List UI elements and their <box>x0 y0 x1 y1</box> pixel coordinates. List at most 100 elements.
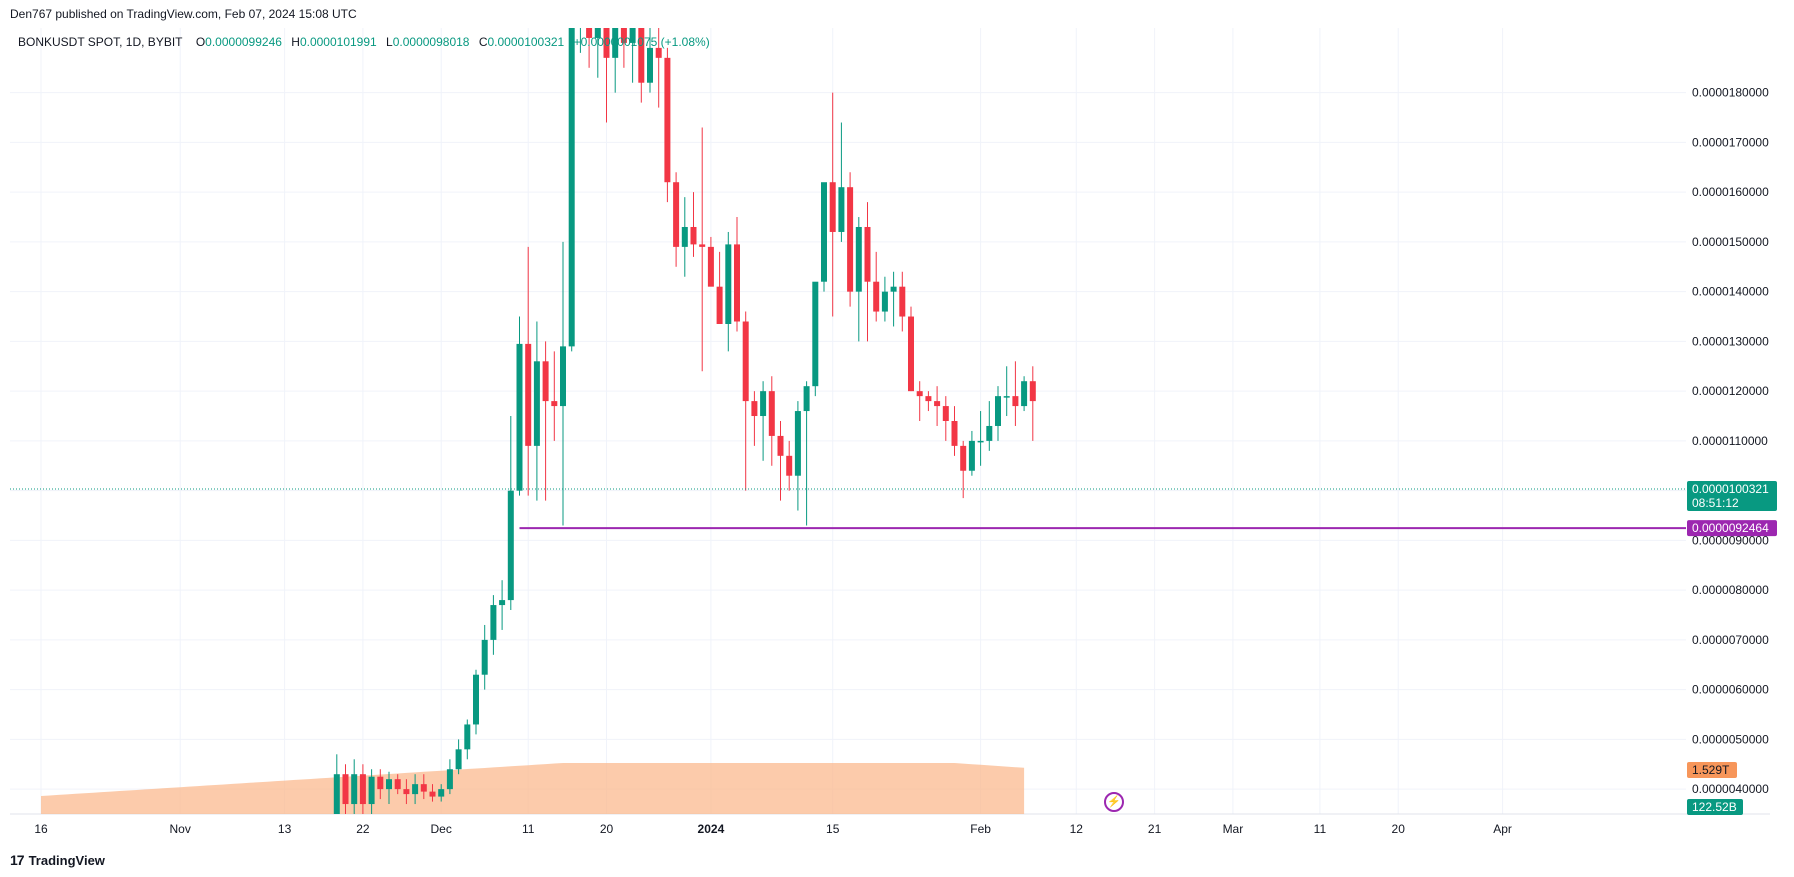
candle-body <box>377 776 384 790</box>
candle-body <box>716 286 723 324</box>
candle-up <box>481 624 488 690</box>
volume-pane <box>41 763 1025 814</box>
candle-down <box>699 127 706 372</box>
candle-up <box>794 401 801 511</box>
candle-body <box>829 182 836 232</box>
candle-body <box>707 246 714 287</box>
candle-down <box>655 28 662 108</box>
y-tick-label: 0.0000150000 <box>1692 235 1769 249</box>
candle-body <box>968 440 975 471</box>
candle-down <box>768 376 775 466</box>
candle-down <box>1029 366 1036 441</box>
candle-body <box>899 286 906 317</box>
candle-body <box>690 226 697 245</box>
candle-down <box>342 764 349 814</box>
candle-body <box>560 346 566 407</box>
level-price-tag: 0.0000092464 <box>1687 520 1777 537</box>
volume-ma-area <box>41 763 1025 814</box>
countdown-value: 08:51:12 <box>1692 496 1739 510</box>
candle-body <box>403 789 410 795</box>
candle-down <box>420 774 427 800</box>
candle-body <box>664 57 671 183</box>
candle-up <box>760 381 767 461</box>
tradingview-logo-icon: 17 <box>10 852 25 868</box>
candle-down <box>786 440 793 491</box>
candle-body <box>577 13 583 28</box>
candle-body <box>768 391 775 436</box>
open-label: O <box>195 35 206 49</box>
candle-body <box>542 361 549 402</box>
candle-body <box>951 421 958 446</box>
candle-up <box>977 411 984 466</box>
candle-down <box>864 202 871 342</box>
candle-body <box>629 28 636 43</box>
candle-body <box>786 455 793 476</box>
flash-icon[interactable]: ⚡ <box>1104 792 1124 812</box>
x-tick-label: Dec <box>431 822 452 836</box>
candle-down <box>916 381 923 421</box>
candle-body <box>742 321 749 402</box>
candle-up <box>986 401 993 451</box>
symbol-legend: BONKUSDT SPOT, 1D, BYBIT O0.0000099246 H… <box>18 35 710 49</box>
tradingview-logo[interactable]: 17 TradingView <box>10 852 105 868</box>
close-label: C <box>478 35 488 49</box>
candle-body <box>821 182 827 282</box>
candle-up <box>725 231 732 352</box>
candle-up <box>455 739 462 775</box>
candle-body <box>934 401 941 407</box>
y-tick-label: 0.0000070000 <box>1692 633 1769 647</box>
candle-body <box>986 425 993 441</box>
low-label: L <box>386 35 393 49</box>
symbol-label: BONKUSDT SPOT, 1D, BYBIT <box>18 35 183 49</box>
candle-body <box>603 28 610 58</box>
candle-body <box>333 774 340 814</box>
candle-down <box>829 92 836 317</box>
candle-body <box>438 789 445 797</box>
candle-body <box>655 47 662 58</box>
x-tick-label: 15 <box>826 822 840 836</box>
candle-up <box>560 241 566 526</box>
candle-up <box>647 28 653 93</box>
candle-body <box>977 440 984 443</box>
candle-body <box>812 281 819 387</box>
candle-body <box>995 396 1001 426</box>
candle-body <box>864 226 871 282</box>
candle-body <box>586 28 593 38</box>
candle-body <box>429 791 436 797</box>
published-by-text: Den767 published on TradingView.com, Feb… <box>10 7 357 21</box>
y-tick-label: 0.0000090000 <box>1692 533 1769 547</box>
candle-body <box>359 774 366 805</box>
candle-up <box>464 719 471 760</box>
candle-body <box>533 361 540 446</box>
candle-body <box>525 343 532 446</box>
candle-body <box>464 724 471 750</box>
candle-body <box>394 779 401 790</box>
tradingview-brand-label: TradingView <box>28 852 105 868</box>
y-tick-label: 0.0000160000 <box>1692 185 1769 199</box>
x-tick-label: 2024 <box>698 822 725 836</box>
candle-down <box>847 172 854 307</box>
x-tick-label: 16 <box>34 822 48 836</box>
candle-down <box>942 396 949 441</box>
candle-body <box>847 187 854 292</box>
candle-body <box>1029 381 1036 402</box>
volume-ma-tag-bg <box>1687 762 1737 778</box>
candles <box>333 13 1036 814</box>
candle-down <box>899 271 906 332</box>
volume-tag-bg <box>1687 799 1743 815</box>
x-tick-label: 22 <box>356 822 370 836</box>
close-value: 0.0000100321 <box>487 35 565 49</box>
y-tick-label: 0.0000130000 <box>1692 334 1769 348</box>
candle-down <box>603 28 610 123</box>
candle-up <box>594 28 601 78</box>
candle-up <box>490 595 497 655</box>
candle-body <box>881 291 888 312</box>
candle-body <box>490 605 497 640</box>
candle-body <box>568 28 575 347</box>
x-tick-label: 13 <box>278 822 292 836</box>
candle-down <box>777 421 784 501</box>
candle-body <box>908 316 914 392</box>
candle-down <box>542 341 549 501</box>
candle-up <box>351 759 358 814</box>
